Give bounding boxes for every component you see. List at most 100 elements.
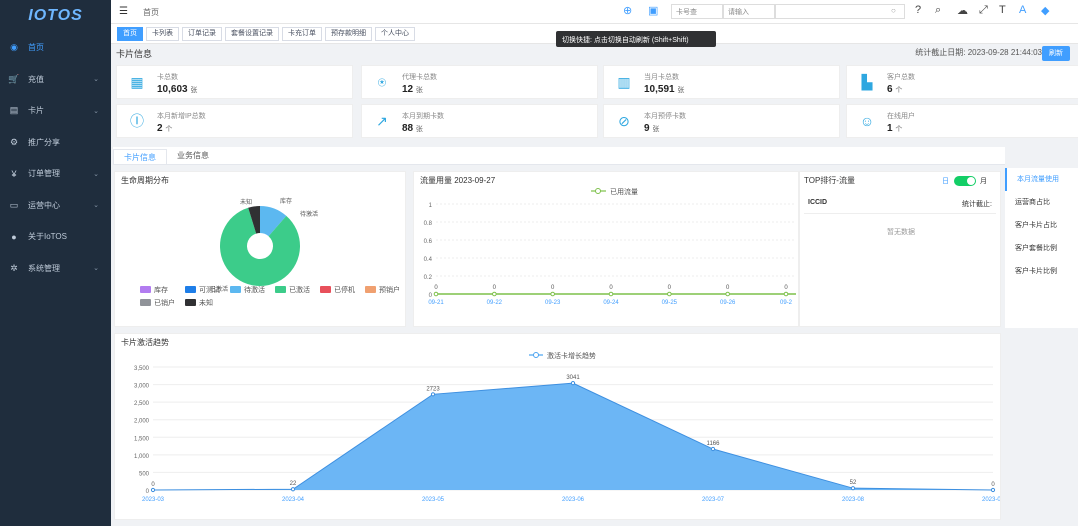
- avatar[interactable]: ◆: [1041, 5, 1050, 17]
- right-menu-item[interactable]: 客户套餐比例: [1015, 245, 1057, 252]
- building-icon: ▙: [861, 74, 873, 90]
- stat-card: ⍟ 代理卡总数 12 张: [361, 65, 598, 99]
- legend-label: 待激活: [244, 285, 265, 294]
- tab-business-info[interactable]: 业务信息: [177, 151, 209, 160]
- x-tick-label: 2023-06: [562, 497, 585, 503]
- x-tick-label: 2023-04: [282, 497, 305, 503]
- line-title: 流量用量 2023-09-27: [420, 176, 496, 185]
- sidebar-item-0[interactable]: ◉ 首页: [0, 32, 111, 64]
- main-content: 卡片信息 统计截止日期: 2023-09-28 21:44:03 刷新 ▦ 卡总数…: [111, 44, 1078, 526]
- share-icon: ⚙: [9, 136, 19, 147]
- pie-slice: [220, 207, 300, 286]
- x-tick-label: 09-26: [720, 300, 736, 306]
- tag-6[interactable]: 个人中心: [375, 26, 415, 41]
- data-label: 0: [726, 285, 730, 291]
- sidebar-item-3[interactable]: ⚙ 推广分享: [0, 127, 111, 159]
- tag-3[interactable]: 套餐设置记录: [225, 26, 279, 41]
- legend-swatch: [230, 286, 241, 293]
- card-label: 本月到期卡数: [402, 113, 444, 120]
- col-stat: 统计截止:: [962, 201, 992, 208]
- hamburger-icon[interactable]: ☰: [119, 6, 128, 17]
- stop-card-icon: ⊘: [618, 113, 630, 129]
- tag-0[interactable]: 首页: [117, 26, 143, 41]
- language-icon[interactable]: A: [1019, 4, 1027, 16]
- y-tick-label: 0.2: [424, 275, 433, 281]
- right-menu-item[interactable]: 运营商占比: [1015, 199, 1050, 206]
- sidebar-item-5[interactable]: ▭ 运营中心 ⌄: [0, 190, 111, 222]
- stat-card: ▦ 卡总数 10,603 张: [116, 65, 353, 99]
- stat-card: ⊘ 本月预停卡数 9 张: [603, 104, 840, 138]
- app-logo[interactable]: IOTOS: [28, 7, 83, 24]
- x-tick-label: 2023-08: [842, 497, 865, 503]
- pie-panel: 生命周期分布 未知 库存 待激活 已激活 库存 可测试 待激活 已激活 已停机 预销户 已销户 未知: [114, 171, 406, 327]
- fullscreen-icon[interactable]: ⤢: [979, 4, 988, 16]
- sidebar-item-label: 运营中心: [28, 200, 60, 210]
- help-icon[interactable]: ?: [915, 4, 922, 16]
- day-month-toggle[interactable]: [954, 176, 976, 186]
- sidebar-item-7[interactable]: ✲ 系统管理 ⌄: [0, 253, 111, 285]
- print-icon[interactable]: ▣: [648, 5, 659, 17]
- tag-1[interactable]: 卡列表: [146, 26, 179, 41]
- tag-5[interactable]: 预存款明细: [325, 26, 372, 41]
- top-bar: ☰ 首页 ⊕ ▣ 卡号查 请输入 ○ ? ⌕ ☁ ⤢ T A ◆: [111, 0, 1078, 24]
- y-tick-label: 3,500: [134, 366, 150, 372]
- card-label: 代理卡总数: [402, 74, 437, 81]
- stat-card: ▥ 当月卡总数 10,591 张: [603, 65, 840, 99]
- data-point: [990, 487, 996, 493]
- stat-card: ↗ 本月到期卡数 88 张: [361, 104, 598, 138]
- data-point: [290, 487, 296, 492]
- font-size-icon[interactable]: T: [999, 4, 1006, 16]
- right-menu-item[interactable]: 客户卡片比例: [1015, 268, 1057, 275]
- ip-icon: Ⓘ: [130, 113, 144, 129]
- sidebar-item-1[interactable]: 🛒 充值 ⌄: [0, 64, 111, 96]
- y-tick-label: 1: [429, 203, 433, 209]
- data-label: 0: [434, 285, 438, 291]
- right-menu-item[interactable]: 客户卡片占比: [1015, 222, 1057, 229]
- tag-4[interactable]: 卡充订单: [282, 26, 322, 41]
- sidebar-item-6[interactable]: ● 关于IoTOS: [0, 221, 111, 253]
- search-input[interactable]: [775, 4, 905, 19]
- legend-swatch: [185, 286, 196, 293]
- right-menu-item[interactable]: 本月流量使用: [1005, 168, 1078, 191]
- pie-slice-label: 待激活: [300, 210, 318, 218]
- tag-2[interactable]: 订单记录: [182, 26, 222, 41]
- card-value: 12 张: [402, 84, 423, 95]
- refresh-button[interactable]: 刷新: [1042, 46, 1070, 61]
- data-label: 0: [784, 285, 788, 291]
- data-label: 3041: [566, 375, 580, 381]
- legend-swatch: [140, 286, 151, 293]
- agent-icon: ⍟: [377, 74, 387, 90]
- sim-icon: ▦: [130, 74, 144, 90]
- sidebar-item-label: 首页: [28, 43, 44, 53]
- settings-icon: ✲: [10, 262, 18, 273]
- sidebar: IOTOS ◉ 首页 🛒 充值 ⌄ ▤ 卡片 ⌄ ⚙ 推广分享 ¥ 订单管理 ⌄ ▭ 运营中心 ⌄ ● 关于IoT…: [0, 0, 111, 526]
- x-tick-label: 2023-05: [422, 497, 445, 503]
- search-global-icon[interactable]: ⌕: [935, 4, 942, 16]
- stat-card: ☺ 在线用户 1 个: [846, 104, 1078, 138]
- search-type-select[interactable]: 卡号查: [671, 4, 723, 19]
- search-mode-select[interactable]: 请输入: [723, 4, 775, 19]
- stat-date: 统计截止日期: 2023-09-28 21:44:03: [915, 48, 1042, 57]
- tab-card-info[interactable]: 卡片信息: [113, 149, 167, 164]
- sidebar-item-label: 系统管理: [28, 263, 60, 273]
- toggle-month-label: 月: [980, 178, 987, 185]
- cloud-download-icon[interactable]: ☁: [957, 5, 968, 17]
- sidebar-item-4[interactable]: ¥ 订单管理 ⌄: [0, 158, 111, 190]
- tooltip: 切换快捷: 点击切换自动刷新 (Shift+Shift): [556, 31, 716, 47]
- search-icon[interactable]: ○: [891, 6, 896, 15]
- card-label: 本月预停卡数: [644, 113, 686, 120]
- cart-icon: 🛒: [8, 73, 20, 84]
- sidebar-item-2[interactable]: ▤ 卡片 ⌄: [0, 95, 111, 127]
- area-panel: 卡片激活趋势 激活卡增长趋势 0 500 1,000 1,500 2,000 2,500 3,…: [114, 333, 1001, 520]
- breadcrumb[interactable]: 首页: [143, 8, 159, 17]
- chevron-down-icon: ⌄: [93, 265, 99, 273]
- card-label: 在线用户: [887, 113, 915, 120]
- y-tick-label: 0.8: [424, 221, 433, 227]
- lock-icon[interactable]: ⊕: [623, 5, 633, 17]
- sidebar-item-label: 卡片: [28, 106, 44, 116]
- toggle-day-label: 日: [942, 178, 949, 185]
- data-label: 2723: [426, 386, 440, 392]
- card-value: 6 个: [887, 84, 903, 95]
- x-tick-label: 09-21: [428, 300, 444, 306]
- sidebar-item-label: 充值: [28, 74, 44, 84]
